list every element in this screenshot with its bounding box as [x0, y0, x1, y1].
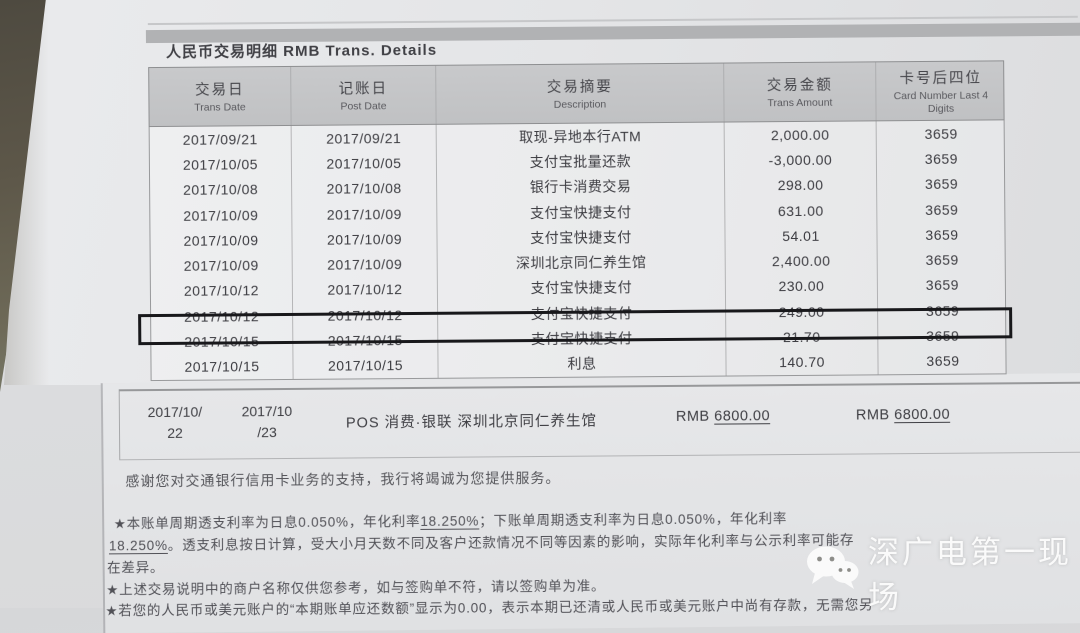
- table-cell: 银行卡消费交易: [437, 173, 726, 201]
- table-cell: 298.00: [725, 171, 878, 199]
- printed-content: 人民币交易明细 RMB Trans. Details 交易日 Trans Dat…: [105, 15, 1080, 618]
- thanks-note: 感谢您对交通银行信用卡业务的支持，我行将竭诚为您提供服务。: [125, 469, 561, 490]
- table-cell-highlighted: 3659: [925, 251, 959, 269]
- table-cell: 支付宝快捷支付: [437, 223, 726, 252]
- table-cell: 2017/10/12: [150, 277, 294, 305]
- table-cell: 2017/10/09: [292, 200, 438, 228]
- pos-trans-amount: RMB 6800.00: [675, 408, 771, 425]
- rate-note-line2: 18.250%。透支利息按日计算，受大小月天数不同及客户还款情况不同等因素的影响…: [108, 532, 855, 554]
- table-cell: 3659: [925, 277, 960, 294]
- rate-note-line1: ★本账单周期透支利率为日息0.050%，年化利率18.250%；下账单周期透支利…: [113, 511, 788, 532]
- table-cell: -3,000.00: [724, 146, 878, 174]
- table-cell: 2017/10/05: [291, 150, 438, 177]
- pos-transaction-box: 2017/10/ 22 2017/10 /23 POS 消费·银联 深圳北京同仁…: [118, 381, 1080, 461]
- table-cell: 2017/09/21: [149, 125, 292, 153]
- table-cell: 3659: [926, 353, 960, 370]
- table-cell-highlighted: 2017/10/09: [292, 251, 438, 278]
- table-header-row: 交易日 Trans Date 记账日 Post Date 交易摘要 Descri…: [148, 60, 1005, 128]
- table-cell: 2017/10/09: [150, 227, 293, 254]
- table-cell-highlighted: 深圳北京同仁养生馆: [437, 249, 726, 277]
- pos-description: POS 消费·银联 深圳北京同仁养生馆: [345, 413, 598, 432]
- col-header-card-last4: 卡号后四位 Card Number Last 4 Digits: [893, 70, 989, 115]
- watermark: 深广电第一现场: [806, 527, 1080, 617]
- col-header-post-date: 记账日 Post Date: [291, 65, 437, 125]
- pos-post-date: 2017/10 /23: [241, 402, 293, 441]
- merchant-note: ★上述交易说明中的商户名称仅供您参考，如与签购单不符，请以签购单为准。: [106, 578, 606, 598]
- col-header-trans-date: 交易日 Trans Date: [149, 66, 292, 127]
- col-header-trans-amount: 交易金额 Trans Amount: [724, 62, 877, 122]
- rate-note-line3: 在差异。: [107, 559, 165, 576]
- table-cell: 2017/10/12: [292, 276, 439, 304]
- watermark-label: 深广电第一现场: [868, 535, 1072, 615]
- table-cell: 2017/10/08: [292, 175, 438, 202]
- table-cell: 54.01: [725, 222, 878, 250]
- table-cell: 3659: [925, 201, 959, 218]
- col-header-description: 交易摘要 Description: [436, 63, 725, 124]
- table-cell: 支付宝快捷支付: [437, 274, 727, 302]
- table-cell: 3659: [925, 226, 959, 243]
- table-cell: 2017/10/05: [149, 151, 293, 178]
- rmb-transactions-table: 交易日 Trans Date 记账日 Post Date 交易摘要 Descri…: [138, 60, 1013, 382]
- table-cell: 取现-异地本行ATM: [436, 122, 725, 151]
- section-title: 人民币交易明细 RMB Trans. Details: [165, 41, 438, 61]
- table-cell: 支付宝批量还款: [436, 147, 726, 176]
- table-cell: 2,000.00: [724, 121, 877, 148]
- table-cell: 2017/10/08: [150, 176, 293, 203]
- table-cell: 3659: [924, 150, 959, 167]
- table-cell: 2017/10/15: [293, 352, 439, 379]
- pos-settle-amount: RMB 6800.00: [855, 406, 951, 424]
- table-cell: 支付宝快捷支付: [437, 198, 726, 226]
- table-cell-highlighted: 2,400.00: [725, 247, 878, 275]
- table-cell: 140.70: [726, 349, 879, 376]
- table-cell: 2017/09/21: [291, 124, 437, 152]
- wechat-icon: [806, 545, 860, 599]
- table-cell: 利息: [438, 350, 727, 378]
- table-cell: 230.00: [725, 273, 878, 300]
- table-cell: 3659: [924, 175, 959, 193]
- table-cell: 2017/10/15: [151, 353, 294, 381]
- table-cell: 3659: [924, 125, 958, 142]
- table-cell: 2017/10/09: [150, 201, 293, 229]
- table-cell-highlighted: 2017/10/09: [150, 252, 293, 279]
- table-cell: 631.00: [725, 197, 878, 224]
- pos-trans-date: 2017/10/ 22: [147, 403, 203, 441]
- table-cell: 2017/10/09: [292, 225, 438, 253]
